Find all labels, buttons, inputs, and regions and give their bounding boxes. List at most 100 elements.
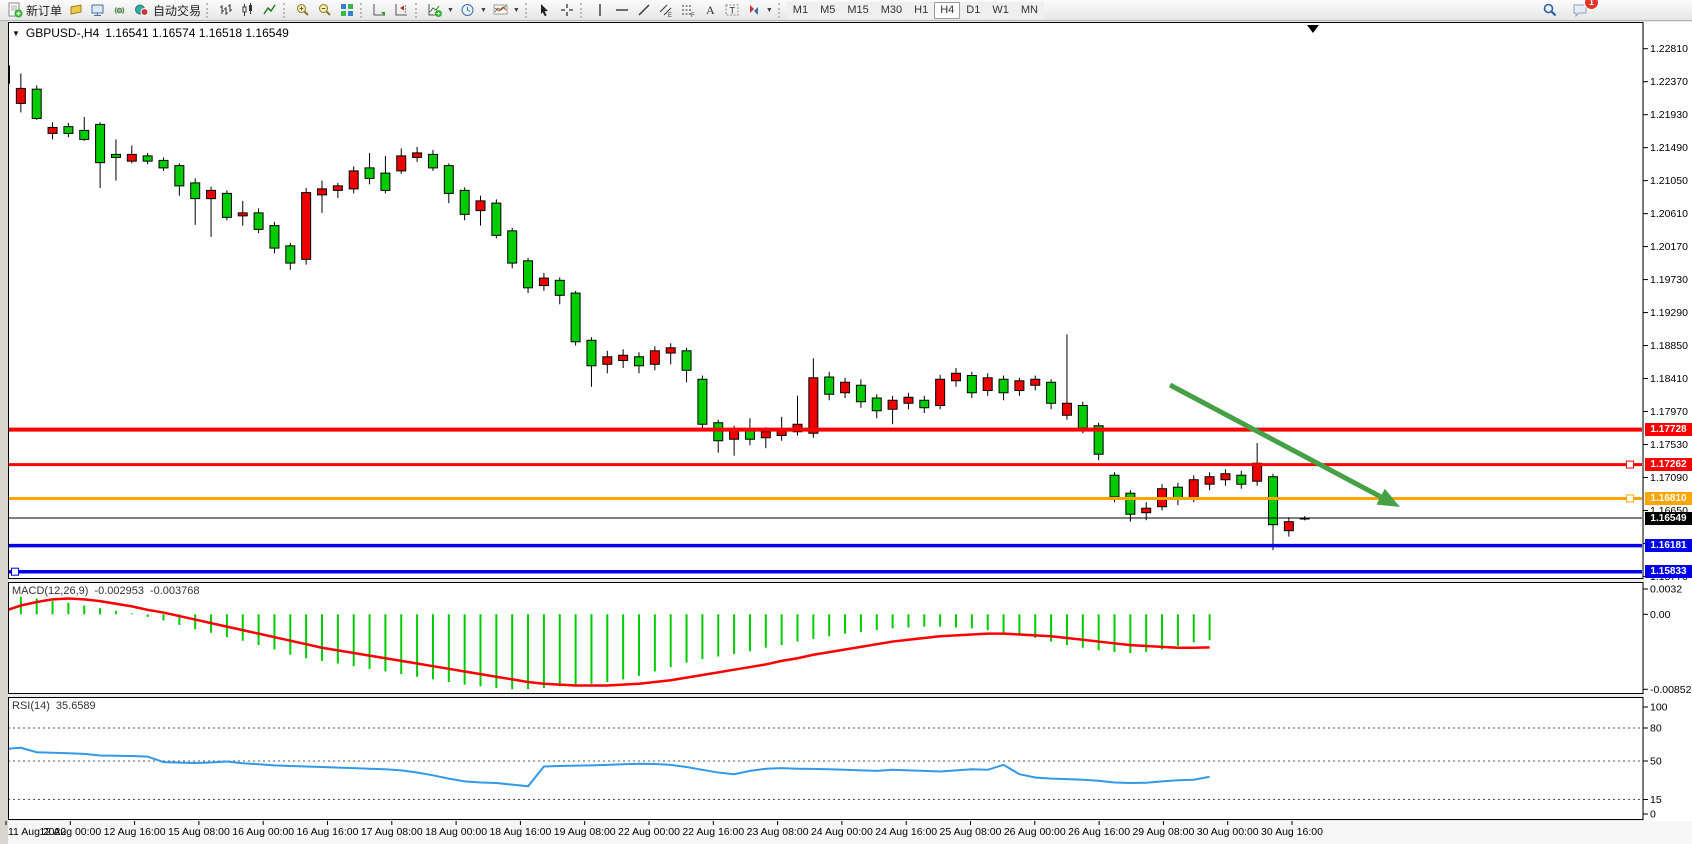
svg-text:1.17970: 1.17970 [1650,406,1688,418]
timeframe-m15[interactable]: M15 [841,1,875,19]
timeframe-m1[interactable]: M1 [786,1,815,19]
svg-text:-0.008529: -0.008529 [1650,684,1692,696]
toolbar: 新订单 自动交易 ▼ ▼ ▼ E F A T ▼ M1 M5 M15 M30 H… [0,0,1692,21]
terminal-icon[interactable] [87,1,109,20]
rsi-value: 35.6589 [55,700,96,712]
text-tool[interactable]: A [699,1,721,20]
period-button[interactable]: ▼ [457,1,490,20]
svg-text:0.0032: 0.0032 [1650,584,1682,596]
trendline-tool[interactable] [633,1,655,20]
svg-text:22 Aug 00:00: 22 Aug 00:00 [618,826,680,838]
indicators-button[interactable]: ▼ [490,1,523,20]
zoom-out-icon[interactable] [314,1,336,20]
timeframe-h1[interactable]: H1 [908,1,935,19]
timeframe-w1[interactable]: W1 [986,1,1015,19]
svg-text:100: 100 [1650,702,1668,714]
svg-text:24 Aug 16:00: 24 Aug 16:00 [875,826,937,838]
svg-text:16 Aug 00:00: 16 Aug 00:00 [232,826,294,838]
bar-chart-icon[interactable] [215,1,237,20]
svg-text:30 Aug 00:00: 30 Aug 00:00 [1197,826,1259,838]
signal-icon[interactable] [109,1,131,20]
svg-text:A: A [706,3,715,17]
svg-text:19 Aug 08:00: 19 Aug 08:00 [554,826,616,838]
rsi-name: RSI(14) [12,700,50,712]
svg-text:0.00: 0.00 [1650,609,1671,621]
toolbar-grip [524,2,531,18]
new-order-label: 新订单 [26,3,63,18]
timeframe-m5[interactable]: M5 [814,1,842,19]
auto-trading-button[interactable]: 自动交易 [131,1,204,20]
chevron-down-icon: ▼ [512,6,520,14]
notification-badge[interactable]: 1 [1584,0,1599,10]
chevron-down-icon: ▼ [479,6,487,14]
svg-text:1.21050: 1.21050 [1650,175,1688,187]
toolbar-grip [360,2,366,18]
svg-text:E: E [668,13,672,18]
svg-text:24 Aug 00:00: 24 Aug 00:00 [811,826,873,838]
search-icon[interactable] [1539,1,1561,20]
svg-text:26 Aug 00:00: 26 Aug 00:00 [1004,826,1066,838]
resistance-level-badge: 1.17262 [1645,458,1692,472]
resistance-level-badge: 1.17728 [1645,423,1692,437]
svg-text:1.22370: 1.22370 [1650,76,1688,88]
macd-name: MACD(12,26,9) [12,585,89,597]
text-label-tool[interactable]: T [721,1,743,20]
svg-text:23 Aug 08:00: 23 Aug 08:00 [747,826,809,838]
svg-text:F: F [691,13,695,18]
support-level-badge: 1.16181 [1645,539,1692,553]
support-level-badge: 1.15833 [1645,565,1692,579]
svg-text:1.18410: 1.18410 [1650,373,1688,385]
new-order-button[interactable]: 新订单 [4,1,65,20]
timeframe-d1[interactable]: D1 [960,1,987,19]
fibonacci-tool[interactable]: F [677,1,699,20]
svg-text:29 Aug 08:00: 29 Aug 08:00 [1132,826,1194,838]
channel-tool[interactable]: E [655,1,677,20]
vertical-line-tool[interactable] [589,1,611,20]
svg-text:T: T [729,6,735,16]
timeframe-m30[interactable]: M30 [874,1,909,19]
svg-text:18 Aug 00:00: 18 Aug 00:00 [425,826,487,838]
svg-text:0: 0 [1650,809,1656,821]
svg-text:1.17530: 1.17530 [1650,439,1688,451]
auto-trading-icon [134,2,150,18]
crosshair-tool[interactable] [556,1,578,20]
zoom-in-icon[interactable] [292,1,314,20]
rsi-label: RSI(14) 35.6589 [12,700,96,712]
svg-text:1.20170: 1.20170 [1650,241,1688,253]
toolbar-grip [777,2,784,18]
auto-trading-label: 自动交易 [153,3,202,18]
toolbar-grip [206,2,212,18]
toolbar-grip [283,2,289,18]
svg-text:16 Aug 16:00: 16 Aug 16:00 [297,826,359,838]
symbol-period-label: GBPUSD-,H4 [25,26,100,40]
line-chart-icon[interactable] [259,1,281,20]
svg-text:1.19730: 1.19730 [1650,274,1688,286]
svg-text:30 Aug 16:00: 30 Aug 16:00 [1261,826,1323,838]
toolbar-grip [415,2,421,18]
new-chart-button: ▼ [424,1,457,20]
arrows-tool[interactable]: ▼ [743,1,776,20]
timeframe-mn[interactable]: MN [1014,1,1044,19]
svg-text:18 Aug 16:00: 18 Aug 16:00 [489,826,551,838]
svg-text:50: 50 [1650,756,1662,768]
svg-text:12 Aug 00:00: 12 Aug 00:00 [39,826,101,838]
horizontal-line-tool[interactable] [611,1,633,20]
chart-shift-icon[interactable] [391,1,413,20]
macd-label: MACD(12,26,9) -0.002953 -0.003768 [12,585,200,597]
cursor-tool[interactable] [534,1,556,20]
tile-windows-icon[interactable] [336,1,358,20]
macd-value: -0.002953 [94,585,144,597]
svg-text:1.21930: 1.21930 [1650,109,1688,121]
auto-scroll-icon[interactable] [369,1,391,20]
svg-text:26 Aug 16:00: 26 Aug 16:00 [1068,826,1130,838]
candlestick-icon[interactable] [237,1,259,20]
svg-text:1.21490: 1.21490 [1650,142,1688,154]
chevron-down-icon: ▼ [765,6,773,14]
collapse-icon[interactable]: ▼ [12,28,20,38]
deposit-icon[interactable] [65,1,87,20]
toolbar-grip [579,2,586,18]
chevron-down-icon: ▼ [447,6,454,14]
timeframe-h4[interactable]: H4 [934,1,961,19]
pivot-level-badge: 1.16810 [1645,491,1692,505]
